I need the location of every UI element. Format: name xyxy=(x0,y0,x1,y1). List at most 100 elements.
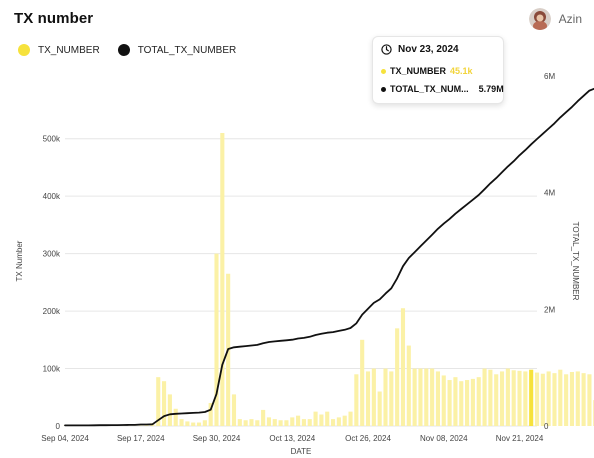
y-left-tick-label: 300k xyxy=(43,250,61,259)
bar xyxy=(202,420,207,426)
tooltip-value: 45.1k xyxy=(450,66,473,76)
bar xyxy=(377,391,382,426)
bar xyxy=(231,394,237,426)
y-right-axis-label: TOTAL_TX_NUMBER xyxy=(571,222,580,301)
bar xyxy=(459,381,464,426)
chart-tooltip: Nov 23, 2024 TX_NUMBER 45.1k TOTAL_TX_NU… xyxy=(372,36,504,104)
legend-marker-icon xyxy=(18,44,30,56)
series-line-total-tx-number xyxy=(64,87,594,427)
y-left-axis-label: TX Number xyxy=(15,240,24,281)
bar xyxy=(575,371,580,426)
bar xyxy=(185,421,190,426)
legend-label: TX_NUMBER xyxy=(38,44,100,56)
y-right-tick-label: 6M xyxy=(544,72,555,81)
x-tick-label: Sep 30, 2024 xyxy=(193,434,241,443)
bar xyxy=(272,419,277,426)
tooltip-row-tx-number: TX_NUMBER 45.1k xyxy=(381,66,473,76)
bar xyxy=(552,373,557,426)
bar xyxy=(435,371,440,426)
bar xyxy=(476,377,481,426)
user-menu[interactable]: Azin xyxy=(528,8,582,30)
bar xyxy=(581,373,586,426)
bar xyxy=(430,368,435,426)
y-left-tick-label: 500k xyxy=(43,135,61,144)
bar xyxy=(523,371,528,426)
bar xyxy=(558,369,563,426)
x-tick-label: Nov 08, 2024 xyxy=(420,434,468,443)
bar xyxy=(564,374,569,426)
bar xyxy=(284,420,289,426)
clock-icon xyxy=(381,44,392,55)
bar xyxy=(220,132,225,426)
bar xyxy=(342,415,347,426)
avatar[interactable] xyxy=(528,8,551,30)
legend-label: TOTAL_TX_NUMBER xyxy=(137,44,237,56)
bar xyxy=(325,411,330,426)
bar xyxy=(360,339,365,426)
bar xyxy=(144,425,149,426)
bar xyxy=(243,420,248,426)
bar xyxy=(470,378,475,426)
bar xyxy=(517,370,522,426)
bar xyxy=(208,403,213,426)
bar xyxy=(330,419,336,426)
x-tick-label: Sep 17, 2024 xyxy=(117,434,165,443)
bar xyxy=(354,374,359,426)
bar xyxy=(313,411,318,426)
bar xyxy=(162,381,167,426)
tooltip-row-total-tx-number: TOTAL_TX_NUM... 5.79M xyxy=(381,84,504,94)
bar xyxy=(249,419,254,426)
x-tick-label: Nov 21, 2024 xyxy=(496,434,544,443)
bar xyxy=(237,419,242,426)
x-tick-label: Oct 26, 2024 xyxy=(345,434,391,443)
y-left-tick-label: 0 xyxy=(56,422,61,431)
tooltip-marker-icon xyxy=(381,86,386,92)
bar xyxy=(511,370,516,426)
bar xyxy=(529,369,534,426)
bar xyxy=(412,368,417,426)
bar xyxy=(569,371,575,426)
y-right-tick-label: 0 xyxy=(544,422,549,431)
bar xyxy=(453,377,458,426)
bar xyxy=(261,409,266,426)
bar xyxy=(499,371,505,426)
bar xyxy=(365,371,371,426)
legend-item-tx-number[interactable]: TX_NUMBER xyxy=(18,44,100,56)
bar xyxy=(348,411,353,426)
bar xyxy=(418,368,423,426)
y-left-tick-label: 400k xyxy=(43,192,61,201)
bar xyxy=(336,417,341,426)
bar xyxy=(167,394,172,426)
x-tick-label: Sep 04, 2024 xyxy=(41,434,89,443)
tooltip-marker-icon xyxy=(381,68,386,74)
y-left-tick-label: 100k xyxy=(43,365,61,374)
bar xyxy=(383,368,388,426)
bar xyxy=(156,377,161,426)
bar xyxy=(494,374,499,426)
legend-item-total-tx-number[interactable]: TOTAL_TX_NUMBER xyxy=(117,44,237,56)
bar xyxy=(255,420,260,426)
bar xyxy=(482,368,487,426)
tooltip-label: TX_NUMBER xyxy=(390,66,447,76)
bar xyxy=(173,408,178,426)
bar xyxy=(290,417,295,426)
bar xyxy=(371,368,376,426)
y-right-tick-label: 2M xyxy=(544,305,555,314)
tooltip-date-text: Nov 23, 2024 xyxy=(398,44,459,55)
legend-marker-icon xyxy=(117,44,130,56)
x-tick-label: Oct 13, 2024 xyxy=(269,434,315,443)
tooltip-label: TOTAL_TX_NUM... xyxy=(390,84,469,94)
bar xyxy=(400,308,406,426)
bar xyxy=(266,417,272,426)
bar xyxy=(587,374,592,426)
bar xyxy=(301,419,306,426)
bar xyxy=(389,371,394,426)
bar xyxy=(278,420,283,426)
y-left-tick-label: 200k xyxy=(43,307,61,316)
bar xyxy=(296,415,301,426)
bar xyxy=(546,371,551,426)
tooltip-date: Nov 23, 2024 xyxy=(381,44,459,55)
bar xyxy=(447,380,452,426)
bar xyxy=(441,375,446,426)
